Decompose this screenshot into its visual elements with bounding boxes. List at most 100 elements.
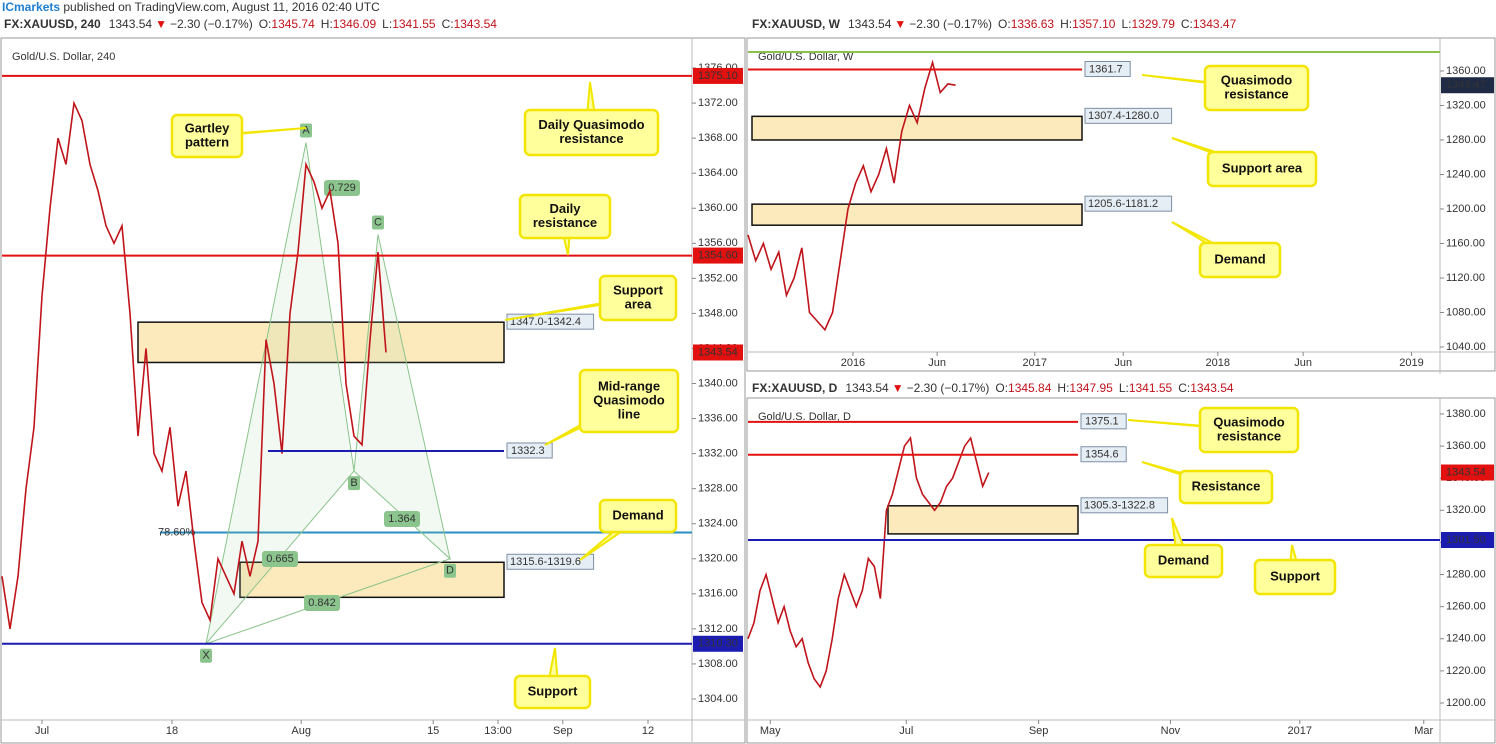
brand[interactable]: ICmarkets (2, 0, 60, 14)
callout-text: Demand (1214, 251, 1265, 266)
callout-text: pattern (185, 134, 229, 149)
y-tick-label: 1360.00 (1446, 65, 1486, 77)
callout (170, 113, 244, 159)
y-tick-label: 1316.00 (698, 588, 738, 600)
pattern-point-label: A (302, 124, 310, 136)
level-price-label: 1301.50 (1446, 534, 1486, 546)
y-tick-label: 1040.00 (1446, 341, 1486, 353)
ohlc-label: O: (995, 381, 1008, 395)
change-arrow: ▼ (155, 17, 167, 31)
ohlc-value: 1329.79 (1131, 17, 1175, 31)
x-tick-label: 15 (427, 725, 439, 737)
last-price-label: 1343.54 (698, 346, 738, 358)
callout-text: Quasimodo (1213, 414, 1285, 429)
level-price-box (693, 67, 743, 84)
change: −2.30 (−0.17%) (170, 17, 253, 31)
callout (598, 498, 678, 534)
callout (1206, 150, 1318, 188)
callout-text: Demand (1158, 552, 1209, 567)
zone-label: 1205.6-1181.2 (1088, 198, 1158, 210)
x-tick-label: May (760, 725, 781, 737)
callout-text: resistance (559, 131, 623, 146)
x-tick-label: 13:00 (484, 725, 512, 737)
zone (239, 561, 505, 599)
y-tick-label: 1360.00 (1446, 440, 1486, 452)
x-tick-label: Sep (553, 725, 573, 737)
publish-line: ICmarkets published on TradingView.com, … (2, 0, 380, 14)
ratio-box (304, 595, 340, 611)
callout (1253, 558, 1337, 596)
callout-text: line (618, 406, 640, 421)
price-line (747, 436, 990, 689)
x-tick-label: Aug (291, 725, 311, 737)
callout (598, 274, 678, 322)
last-price: 1343.54 (109, 17, 153, 31)
x-tick-label: 2017 (1023, 357, 1047, 369)
x-tick-label: Jun (1294, 357, 1312, 369)
pattern-point-label: B (350, 477, 357, 489)
ratio-label: 0.842 (308, 597, 336, 609)
callout-text: Gartley (185, 120, 231, 135)
level-label-box (1084, 61, 1131, 78)
callout-text: Quasimodo (593, 392, 665, 407)
callout (1203, 64, 1310, 112)
ohlc-value: 1341.55 (1129, 381, 1173, 395)
callout-text: Resistance (1192, 478, 1261, 493)
chart-title: Gold/U.S. Dollar, 240 (12, 51, 115, 63)
y-tick-label: 1324.00 (698, 518, 738, 530)
level-price-box (693, 247, 743, 264)
ohlc-label: H: (1057, 381, 1069, 395)
zone (887, 505, 1079, 535)
callout (1198, 406, 1300, 454)
x-tick-label: Mar (1414, 725, 1433, 737)
callout (513, 674, 592, 710)
y-tick-label: 1120.00 (1446, 272, 1485, 284)
x-tick-label: Jun (928, 357, 946, 369)
ohlc-value: 1343.54 (1190, 381, 1234, 395)
y-tick-label: 1160.00 (1446, 237, 1485, 249)
ohlc-label: C: (442, 17, 454, 31)
level-label-box (1080, 413, 1127, 430)
level-price-label: 1310.30 (698, 638, 738, 650)
callout (578, 368, 680, 434)
ratio-box (384, 511, 420, 527)
pattern-point-box (300, 123, 312, 138)
y-tick-label: 1368.00 (698, 132, 738, 144)
pattern-point-label: X (202, 650, 210, 662)
pattern-point-box (444, 563, 456, 578)
y-tick-label: 1240.00 (1446, 168, 1486, 180)
ohlc-value: 1343.47 (1193, 17, 1237, 31)
y-tick-label: 1260.00 (1446, 601, 1486, 613)
ohlc-label: L: (1121, 17, 1131, 31)
panel-header: FX:XAUUSD, 240 1343.54 ▼ −2.30 (−0.17%) O:13… (4, 17, 497, 31)
level-label: 1375.1 (1085, 416, 1119, 428)
y-tick-label: 1380.00 (1446, 408, 1486, 420)
pattern-point-box (348, 476, 360, 491)
x-tick-label: Jul (899, 725, 913, 737)
callout-text: Daily Quasimodo (538, 117, 644, 132)
callout-text: Daily (549, 201, 581, 216)
ohlc-label: O: (998, 17, 1011, 31)
zone (751, 115, 1083, 141)
x-tick-label: 12 (642, 725, 654, 737)
ohlc-label: C: (1181, 17, 1193, 31)
ohlc-value: 1357.10 (1072, 17, 1116, 31)
callout-text: resistance (1224, 86, 1288, 101)
y-tick-label: 1312.00 (698, 623, 738, 635)
y-tick-label: 1304.00 (698, 693, 738, 705)
zone-label: 1307.4-1280.0 (1088, 110, 1159, 122)
change: −2.30 (−0.17%) (907, 381, 990, 395)
panel-border (0, 37, 746, 744)
callout (1178, 469, 1274, 505)
ohlc-label: O: (259, 17, 272, 31)
zone-label-box (506, 313, 595, 330)
x-tick-label: Jun (1114, 357, 1132, 369)
zone-label-box (1084, 195, 1173, 212)
last-price-label: 1343.47 (1446, 79, 1486, 91)
level-label-box (1080, 446, 1127, 463)
zone-label: 1305.3-1322.8 (1084, 500, 1155, 512)
y-tick-label: 1348.00 (698, 307, 738, 319)
callout-text: Demand (612, 507, 663, 522)
ohlc-label: H: (1060, 17, 1072, 31)
